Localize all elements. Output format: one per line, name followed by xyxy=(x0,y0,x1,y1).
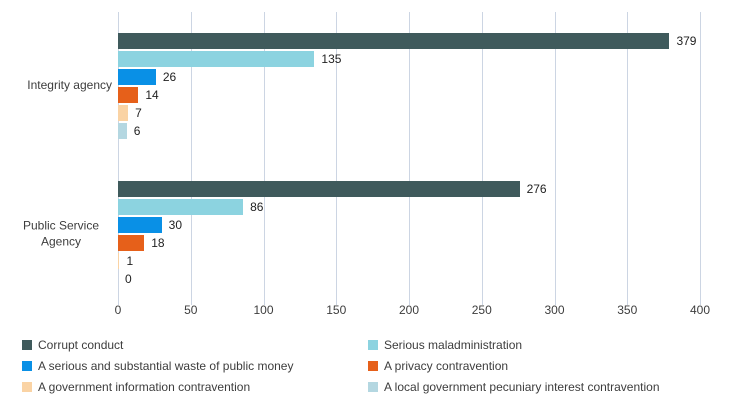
bar-row-a-privacy-contravention: 18 xyxy=(118,235,700,251)
gridline xyxy=(190,12,192,305)
legend-swatch-icon xyxy=(22,360,32,371)
plot-area: 379 135 26 14 7 6 276 86 30 18 1 0 xyxy=(118,12,701,305)
bar-row-a-local-government-pecuniary-interest-contravention: 6 xyxy=(118,123,700,139)
category-label-text: Integrity agency xyxy=(27,78,112,93)
legend-item-a-privacy-contravention: A privacy contravention xyxy=(368,358,660,373)
legend-item-corrupt-conduct: Corrupt conduct xyxy=(22,337,368,352)
bar-value-label: 18 xyxy=(151,236,165,250)
bar-serious-maladministration-integrity-agency xyxy=(118,51,315,67)
bar-value-label: 6 xyxy=(133,124,141,138)
bar-a-privacy-contravention-integrity-agency xyxy=(118,87,139,103)
gridline xyxy=(627,12,629,305)
category-label-integrity-agency: Integrity agency xyxy=(0,78,112,94)
legend: Corrupt conduct Serious maladministration… xyxy=(22,337,660,394)
bar-a-serious-and-substantial-waste-of-public-money-public-service-agency xyxy=(118,217,162,233)
bar-value-label: 26 xyxy=(162,70,177,84)
x-axis-tick-label: 200 xyxy=(398,303,420,317)
bar-group-integrity-agency: 379 135 26 14 7 6 xyxy=(118,33,700,141)
gridline xyxy=(263,12,265,305)
bar-value-label: 379 xyxy=(676,34,697,48)
legend-swatch-icon xyxy=(368,339,378,350)
bar-row-a-government-information-contravention: 1 xyxy=(118,253,700,269)
bar-a-local-government-pecuniary-interest-contravention-integrity-agency xyxy=(118,123,127,139)
bar-row-a-privacy-contravention: 14 xyxy=(118,87,700,103)
bar-corrupt-conduct-public-service-agency xyxy=(118,181,520,197)
gridline xyxy=(336,12,338,305)
bar-row-corrupt-conduct: 276 xyxy=(118,181,700,197)
gridline xyxy=(409,12,410,305)
legend-label: A serious and substantial waste of publi… xyxy=(38,358,294,373)
legend-label: A local government pecuniary interest co… xyxy=(384,379,660,394)
legend-item-a-government-information-contravention: A government information contravention xyxy=(22,379,368,394)
bar-row-a-local-government-pecuniary-interest-contravention: 0 xyxy=(118,271,700,287)
legend-item-a-serious-and-substantial-waste-of-public-money: A serious and substantial waste of publi… xyxy=(22,358,368,373)
bar-a-privacy-contravention-public-service-agency xyxy=(118,235,145,251)
legend-label: A government information contravention xyxy=(38,379,251,394)
bar-value-label: 1 xyxy=(126,254,134,268)
x-axis-tick-label: 250 xyxy=(471,303,492,317)
gridline xyxy=(700,12,701,305)
bar-value-label: 276 xyxy=(526,182,547,196)
bar-a-government-information-contravention-integrity-agency xyxy=(118,105,129,121)
x-axis-tick-label: 350 xyxy=(617,303,638,317)
bar-corrupt-conduct-integrity-agency xyxy=(118,33,670,49)
legend-swatch-icon xyxy=(22,339,32,350)
x-axis-tick-label: 0 xyxy=(114,303,122,317)
x-axis-tick-label: 150 xyxy=(326,303,347,317)
bar-value-label: 7 xyxy=(135,106,142,120)
legend-item-serious-maladministration: Serious maladministration xyxy=(368,337,660,352)
gridline xyxy=(118,12,119,305)
legend-swatch-icon xyxy=(368,360,378,371)
category-label-public-service-agency: Public Service Agency xyxy=(0,218,112,249)
bar-row-a-serious-and-substantial-waste-of-public-money: 26 xyxy=(118,69,700,85)
legend-label: Serious maladministration xyxy=(384,337,523,352)
legend-item-a-local-government-pecuniary-interest-contravention: A local government pecuniary interest co… xyxy=(368,379,660,394)
bar-row-a-government-information-contravention: 7 xyxy=(118,105,700,121)
x-axis-tick-label: 100 xyxy=(253,303,274,317)
bar-value-label: 0 xyxy=(125,272,132,286)
legend-label: A privacy contravention xyxy=(384,358,509,373)
legend-swatch-icon xyxy=(22,381,32,392)
category-label-text: Public Service Agency xyxy=(22,218,100,248)
gridline xyxy=(481,12,483,305)
bar-row-serious-maladministration: 135 xyxy=(118,51,700,67)
bar-value-label: 86 xyxy=(250,200,264,214)
gridline xyxy=(554,12,556,305)
bar-row-serious-maladministration: 86 xyxy=(118,199,700,215)
legend-label: Corrupt conduct xyxy=(38,337,124,352)
bar-serious-maladministration-public-service-agency xyxy=(118,199,244,215)
bar-row-a-serious-and-substantial-waste-of-public-money: 30 xyxy=(118,217,700,233)
x-axis-tick-label: 400 xyxy=(689,303,711,317)
bar-value-label: 14 xyxy=(145,88,159,102)
bar-value-label: 30 xyxy=(168,218,182,232)
x-axis-tick-label: 50 xyxy=(184,303,198,317)
bar-row-corrupt-conduct: 379 xyxy=(118,33,700,49)
bar-group-public-service-agency: 276 86 30 18 1 0 xyxy=(118,181,700,289)
bar-value-label: 135 xyxy=(321,52,342,66)
x-axis-tick-label: 300 xyxy=(544,303,565,317)
bar-a-government-information-contravention-public-service-agency xyxy=(118,253,120,269)
legend-swatch-icon xyxy=(368,381,378,392)
bar-a-serious-and-substantial-waste-of-public-money-integrity-agency xyxy=(118,69,156,85)
